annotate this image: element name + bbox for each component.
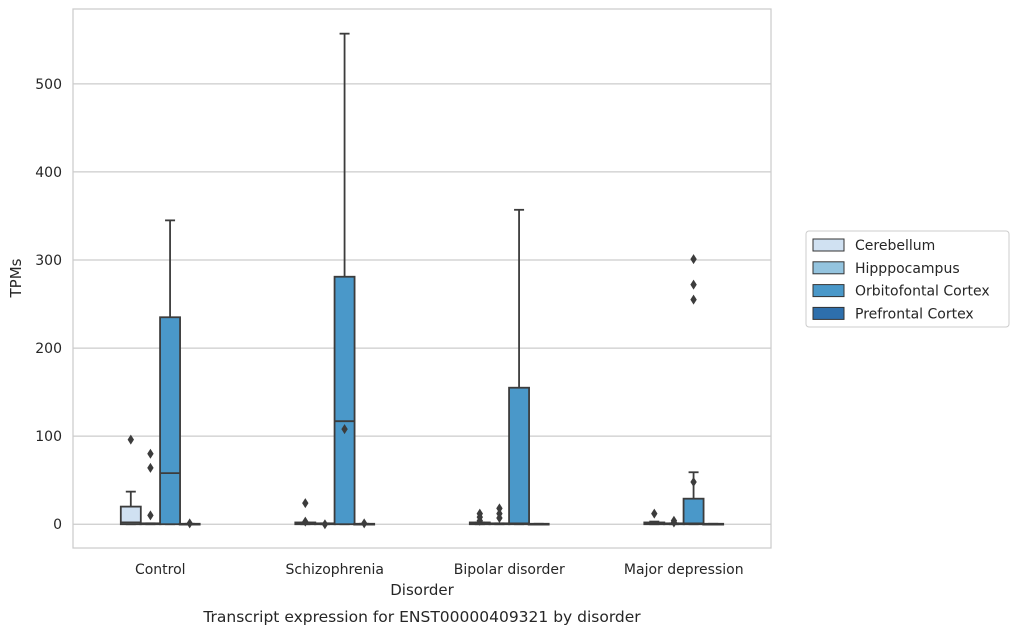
box-body (682, 497, 705, 526)
outlier-point (147, 462, 154, 473)
y-tick-label: 400 (35, 165, 62, 181)
x-tick-label: Major depression (624, 562, 744, 578)
y-axis-label: TPMs (7, 258, 25, 298)
chart-caption: Transcript expression for ENST0000040932… (202, 608, 641, 626)
plot-frame (72, 8, 772, 549)
legend-swatch (812, 284, 845, 298)
outlier-point (690, 476, 697, 487)
outlier-point (127, 434, 135, 445)
outlier-point (302, 498, 309, 509)
outlier-point (360, 518, 368, 529)
box-0-2 (159, 219, 181, 526)
y-tick-labels: 0 100 200 300 400 500 (35, 77, 62, 533)
box-2-0 (468, 508, 491, 526)
legend-label: Hipppocampus (855, 261, 960, 277)
legend-swatch (812, 261, 845, 275)
x-tick-labels: Control Schizophrenia Bipolar disorder Majo… (135, 562, 744, 578)
x-tick-label: Schizophrenia (286, 562, 384, 578)
box-3-2 (682, 254, 705, 526)
x-tick-label: Control (135, 562, 186, 578)
box-1-2 (333, 32, 356, 526)
box-body (508, 386, 530, 526)
box-1-3 (353, 518, 376, 529)
outlier-point (341, 424, 348, 435)
outlier-point (690, 254, 697, 265)
box-0-3 (178, 518, 201, 529)
box-series (119, 32, 725, 530)
outlier-point (496, 513, 503, 524)
outlier-point (147, 448, 154, 459)
y-tick-label: 200 (35, 341, 62, 357)
box-1-0 (294, 498, 317, 527)
box-3-3 (702, 522, 725, 526)
legend-frame (805, 230, 1010, 328)
box-2-3 (527, 522, 550, 526)
outlier-point (690, 294, 697, 305)
legend-swatch (812, 306, 845, 320)
y-tick-label: 300 (35, 253, 62, 269)
x-axis-label: Disorder (390, 581, 454, 599)
box-2-2 (508, 208, 530, 526)
y-tick-label: 100 (35, 429, 62, 445)
box-body (333, 275, 356, 526)
outlier-point (147, 510, 154, 521)
legend-label: Prefrontal Cortex (855, 306, 974, 322)
box-1-1 (314, 519, 336, 530)
box-0-0 (119, 434, 142, 526)
outlier-point (476, 515, 484, 526)
box-body (159, 316, 181, 526)
outlier-point (496, 503, 503, 514)
legend: Cerebellum Hipppocampus Orbitofontal Corte… (805, 230, 1010, 328)
outlier-point (302, 516, 309, 527)
box-body (119, 505, 142, 526)
legend-label: Cerebellum (855, 238, 935, 254)
outlier-point (321, 519, 329, 530)
outlier-point (651, 508, 658, 519)
y-tick-label: 500 (35, 77, 62, 93)
legend-label: Orbitofontal Cortex (855, 284, 990, 300)
plot-background (73, 9, 771, 548)
box-0-1 (139, 448, 162, 526)
y-tick-label: 0 (53, 517, 62, 533)
legend-swatch (812, 238, 845, 252)
x-tick-label: Bipolar disorder (454, 562, 565, 578)
outlier-point (186, 518, 193, 529)
outlier-point (670, 517, 678, 528)
outlier-point (690, 279, 697, 290)
